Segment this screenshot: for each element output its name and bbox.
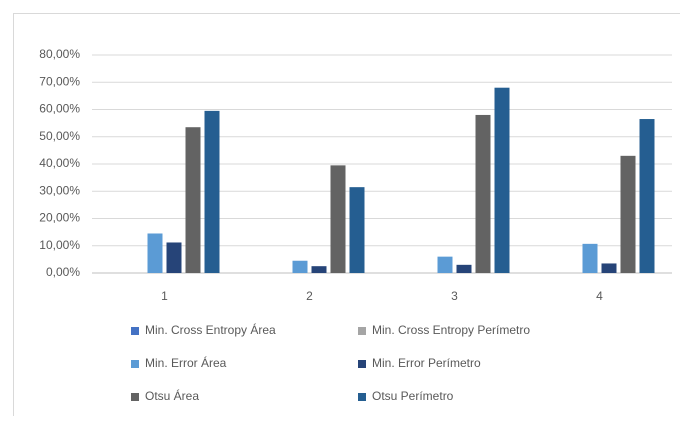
legend-swatch [131, 327, 139, 335]
bar [640, 119, 655, 273]
y-tick-label: 70,00% [39, 74, 80, 88]
y-tick-label: 30,00% [39, 183, 80, 197]
legend-swatch [358, 360, 366, 368]
legend-label: Min. Error Área [145, 355, 227, 370]
legend-swatch [358, 327, 366, 335]
legend-swatch [358, 393, 366, 401]
legend-swatch [131, 360, 139, 368]
legend-label: Min. Cross Entropy Perímetro [372, 323, 530, 337]
legend-swatch [131, 393, 139, 401]
bar [476, 115, 491, 273]
bar [602, 263, 617, 273]
y-tick-label: 40,00% [39, 156, 80, 170]
bar [167, 242, 182, 273]
y-tick-label: 80,00% [39, 47, 80, 61]
bar [205, 111, 220, 273]
y-tick-label: 20,00% [39, 211, 80, 225]
bar [186, 127, 201, 273]
legend-label: Otsu Perímetro [372, 389, 454, 403]
x-tick-label: 3 [451, 289, 458, 303]
x-tick-label: 1 [161, 289, 168, 303]
bar [148, 233, 163, 273]
bar [293, 261, 308, 273]
legend-label: Min. Error Perímetro [372, 356, 481, 370]
y-tick-label: 0,00% [46, 265, 80, 279]
chart-frame [14, 14, 680, 417]
x-tick-label: 4 [596, 289, 603, 303]
y-tick-label: 60,00% [39, 102, 80, 116]
bar [457, 265, 472, 273]
bar [583, 244, 598, 273]
legend-label: Otsu Área [145, 388, 199, 403]
x-tick-label: 2 [306, 289, 313, 303]
bar [621, 156, 636, 273]
legend-label: Min. Cross Entropy Área [145, 322, 276, 337]
bar [312, 266, 327, 273]
bar [331, 165, 346, 273]
bar [495, 88, 510, 273]
y-tick-label: 50,00% [39, 129, 80, 143]
y-tick-label: 10,00% [39, 238, 80, 252]
bar [350, 187, 365, 273]
bar [438, 257, 453, 273]
